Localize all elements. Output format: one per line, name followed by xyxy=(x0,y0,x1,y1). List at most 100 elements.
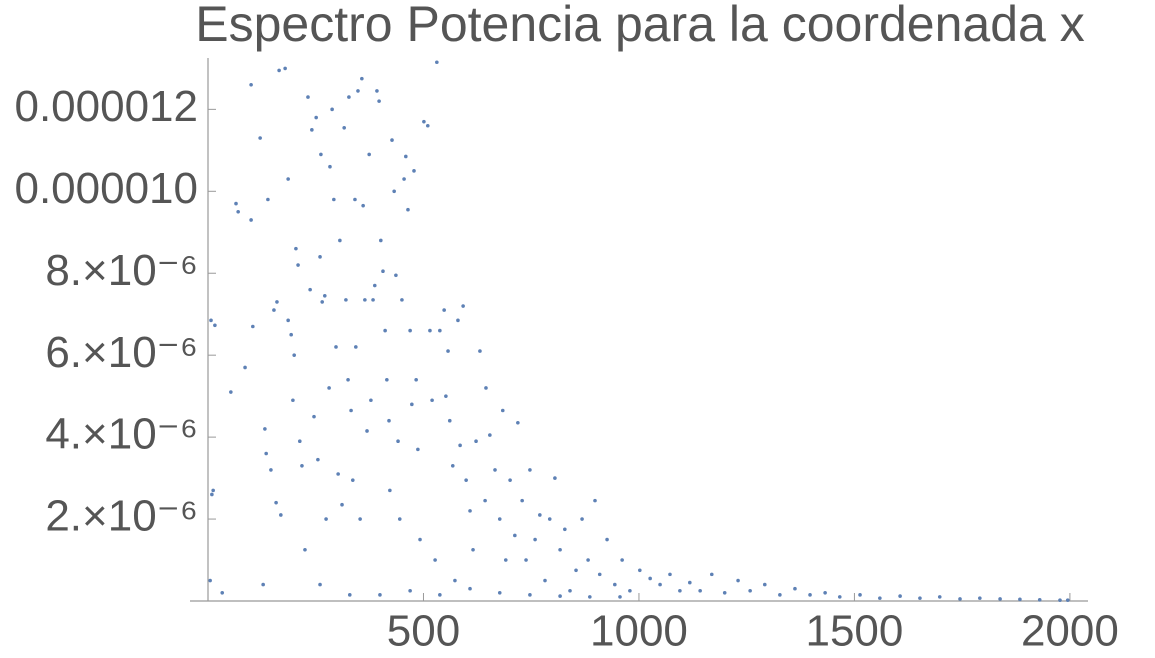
y-tick-label: 2.×10⁻⁶ xyxy=(45,492,198,541)
point xyxy=(320,300,325,304)
point xyxy=(613,582,617,587)
point xyxy=(438,328,442,333)
point xyxy=(464,478,468,482)
x-tick-label: 2000 xyxy=(1021,607,1119,656)
point xyxy=(251,324,255,329)
point xyxy=(793,586,797,591)
point xyxy=(588,595,592,599)
point xyxy=(211,488,215,493)
point xyxy=(586,558,590,562)
point xyxy=(322,293,327,298)
point xyxy=(528,593,532,597)
point xyxy=(442,308,446,312)
point xyxy=(474,439,478,444)
point xyxy=(312,414,316,419)
point xyxy=(574,568,578,573)
point xyxy=(497,591,502,595)
point xyxy=(762,582,767,587)
point xyxy=(390,138,394,142)
point xyxy=(412,169,416,173)
point xyxy=(558,594,562,598)
point xyxy=(263,427,267,431)
point xyxy=(330,107,334,112)
point xyxy=(340,502,344,507)
point xyxy=(808,593,812,597)
point xyxy=(249,82,253,87)
point xyxy=(628,588,632,593)
point xyxy=(308,287,312,292)
point xyxy=(361,203,365,208)
point xyxy=(698,588,702,593)
point xyxy=(620,558,624,562)
point xyxy=(547,517,552,521)
point xyxy=(396,439,400,444)
point xyxy=(1018,597,1022,602)
point xyxy=(347,95,351,99)
point xyxy=(468,586,472,591)
point xyxy=(444,394,448,398)
point xyxy=(274,500,278,505)
point xyxy=(524,558,528,562)
point xyxy=(450,463,455,468)
point xyxy=(286,318,290,323)
point xyxy=(210,492,214,497)
point xyxy=(400,298,404,302)
point xyxy=(272,308,276,312)
point xyxy=(258,136,262,140)
point xyxy=(484,386,488,390)
point xyxy=(638,568,642,573)
point xyxy=(402,177,406,181)
point xyxy=(275,300,279,304)
point xyxy=(433,558,437,562)
point xyxy=(503,558,508,562)
point xyxy=(209,318,213,323)
point xyxy=(392,189,396,194)
x-tick-label: 1000 xyxy=(590,607,688,656)
point xyxy=(279,513,283,517)
point xyxy=(447,418,452,423)
point xyxy=(261,582,265,587)
point xyxy=(360,76,364,81)
point xyxy=(446,349,450,353)
point xyxy=(375,89,379,93)
point xyxy=(425,123,430,128)
point xyxy=(266,197,270,202)
point xyxy=(319,152,323,157)
point xyxy=(520,498,524,503)
point xyxy=(458,443,462,448)
point xyxy=(593,498,597,503)
point xyxy=(516,420,520,425)
point xyxy=(208,578,212,583)
point xyxy=(303,547,307,552)
point xyxy=(414,377,418,382)
point xyxy=(678,588,682,593)
point xyxy=(371,298,375,302)
point xyxy=(342,125,346,130)
point xyxy=(350,478,355,482)
point xyxy=(580,517,584,521)
point xyxy=(438,593,442,597)
point xyxy=(408,328,412,333)
point xyxy=(354,345,358,349)
point xyxy=(688,580,692,585)
point xyxy=(823,591,827,595)
point xyxy=(568,588,572,593)
point xyxy=(363,298,367,302)
point xyxy=(533,537,537,542)
point xyxy=(1065,598,1070,602)
point xyxy=(453,578,457,583)
point xyxy=(878,596,882,600)
point xyxy=(478,349,482,353)
point xyxy=(291,398,295,403)
point xyxy=(385,377,389,382)
point xyxy=(553,476,557,480)
point xyxy=(286,177,290,181)
point xyxy=(563,527,567,532)
point xyxy=(461,304,465,308)
point xyxy=(736,578,740,583)
point xyxy=(324,517,328,521)
point xyxy=(508,478,512,482)
point xyxy=(358,517,362,521)
point xyxy=(387,418,391,423)
point xyxy=(346,377,350,382)
